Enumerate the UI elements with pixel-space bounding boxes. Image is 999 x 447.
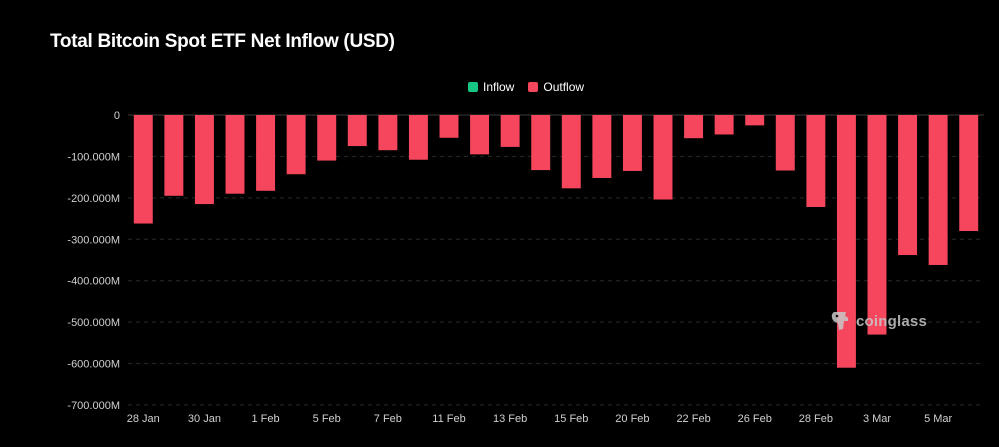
x-tick-label: 13 Feb <box>493 413 527 425</box>
bar[interactable] <box>684 115 704 139</box>
x-tick-label: 5 Mar <box>924 413 952 425</box>
bar[interactable] <box>561 115 581 189</box>
bar[interactable] <box>256 115 276 191</box>
bar[interactable] <box>133 115 153 224</box>
x-tick-label: 20 Feb <box>615 413 649 425</box>
bar[interactable] <box>806 115 826 207</box>
bar[interactable] <box>959 115 979 231</box>
bar[interactable] <box>714 115 734 135</box>
bar[interactable] <box>317 115 337 161</box>
x-tick-label: 11 Feb <box>432 413 465 425</box>
bar[interactable] <box>225 115 245 194</box>
x-tick-label: 30 Jan <box>188 413 221 425</box>
y-tick-label: -500.000M <box>67 317 120 329</box>
legend-label-outflow: Outflow <box>543 80 585 94</box>
x-tick-label: 7 Feb <box>374 413 402 425</box>
watermark-text: coinglass <box>856 312 927 330</box>
x-tick-label: 28 Feb <box>799 413 833 425</box>
bar[interactable] <box>347 115 367 147</box>
bar[interactable] <box>622 115 642 171</box>
legend: Inflow Outflow <box>468 80 598 94</box>
bar[interactable] <box>928 115 948 265</box>
x-tick-label: 1 Feb <box>252 413 280 425</box>
y-tick-label: -700.000M <box>67 400 120 412</box>
bar[interactable] <box>286 115 306 175</box>
bar[interactable] <box>745 115 765 126</box>
coinglass-logo-icon <box>831 312 849 330</box>
bar[interactable] <box>592 115 612 178</box>
bar[interactable] <box>378 115 398 151</box>
x-tick-label: 5 Feb <box>313 413 341 425</box>
legend-swatch-outflow <box>528 82 539 92</box>
y-tick-label: -400.000M <box>67 276 120 288</box>
legend-item-outflow[interactable]: Outflow <box>528 80 584 94</box>
legend-swatch-inflow <box>468 82 478 92</box>
bar[interactable] <box>653 115 673 200</box>
legend-item-inflow[interactable]: Inflow <box>468 80 514 94</box>
bar[interactable] <box>164 115 184 196</box>
x-tick-label: 22 Feb <box>676 413 710 425</box>
bar[interactable] <box>867 115 887 335</box>
bar[interactable] <box>470 115 490 155</box>
x-tick-label: 15 Feb <box>554 413 588 425</box>
y-tick-label: -600.000M <box>67 359 120 371</box>
bar[interactable] <box>439 115 459 138</box>
x-tick-label: 28 Jan <box>127 413 160 425</box>
bar[interactable] <box>775 115 795 171</box>
bar[interactable] <box>898 115 918 256</box>
x-tick-label: 3 Mar <box>863 413 891 425</box>
x-tick-label: 26 Feb <box>738 413 772 425</box>
watermark: coinglass <box>828 309 927 333</box>
bar[interactable] <box>500 115 520 147</box>
y-tick-label: -300.000M <box>67 234 120 246</box>
y-tick-label: -200.000M <box>67 193 120 205</box>
bar[interactable] <box>408 115 428 160</box>
y-tick-label: -100.000M <box>67 151 120 163</box>
y-tick-label: 0 <box>114 110 120 122</box>
bar[interactable] <box>194 115 214 205</box>
bar[interactable] <box>836 115 856 368</box>
bar[interactable] <box>531 115 551 171</box>
chart-title: Total Bitcoin Spot ETF Net Inflow (USD) <box>50 31 395 52</box>
legend-label-inflow: Inflow <box>483 80 515 94</box>
